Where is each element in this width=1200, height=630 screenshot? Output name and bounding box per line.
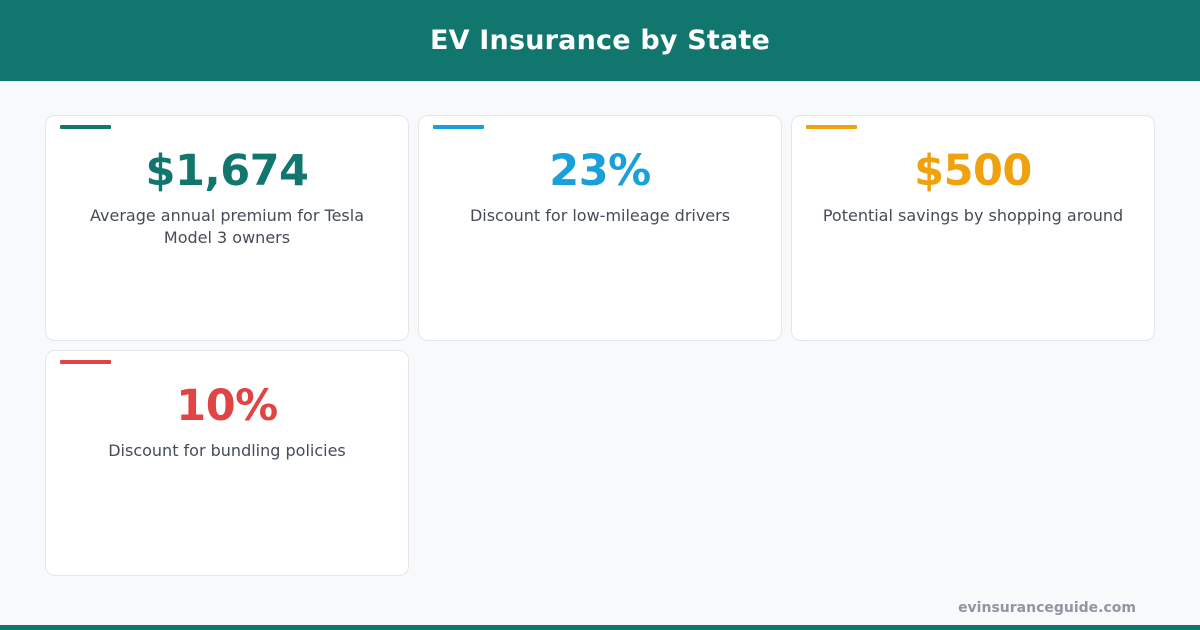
card-accent-bar [60, 360, 111, 364]
stat-description: Potential savings by shopping around [822, 206, 1124, 225]
stat-value: $1,674 [145, 146, 309, 196]
stat-card-premium: $1,674 Average annual premium for Tesla … [45, 115, 409, 341]
stat-value: $500 [914, 146, 1032, 196]
footer-bar [0, 625, 1200, 630]
stat-card-shopping-savings: $500 Potential savings by shopping aroun… [791, 115, 1155, 341]
page-title: EV Insurance by State [429, 25, 771, 56]
stat-description: Discount for bundling policies [108, 441, 346, 460]
stat-description: Discount for low-mileage drivers [469, 206, 731, 225]
card-accent-bar [60, 125, 111, 129]
header-banner: EV Insurance by State [0, 0, 1200, 81]
stat-value: 23% [549, 146, 651, 196]
card-accent-bar [433, 125, 484, 129]
stat-card-bundling: 10% Discount for bundling policies [45, 350, 409, 576]
site-url: evinsuranceguide.com [958, 600, 1136, 616]
stat-value: 10% [176, 381, 278, 431]
stat-description: Average annual premium for Tesla Model 3… [90, 206, 364, 247]
stat-card-low-mileage: 23% Discount for low-mileage drivers [418, 115, 782, 341]
card-accent-bar [806, 125, 857, 129]
